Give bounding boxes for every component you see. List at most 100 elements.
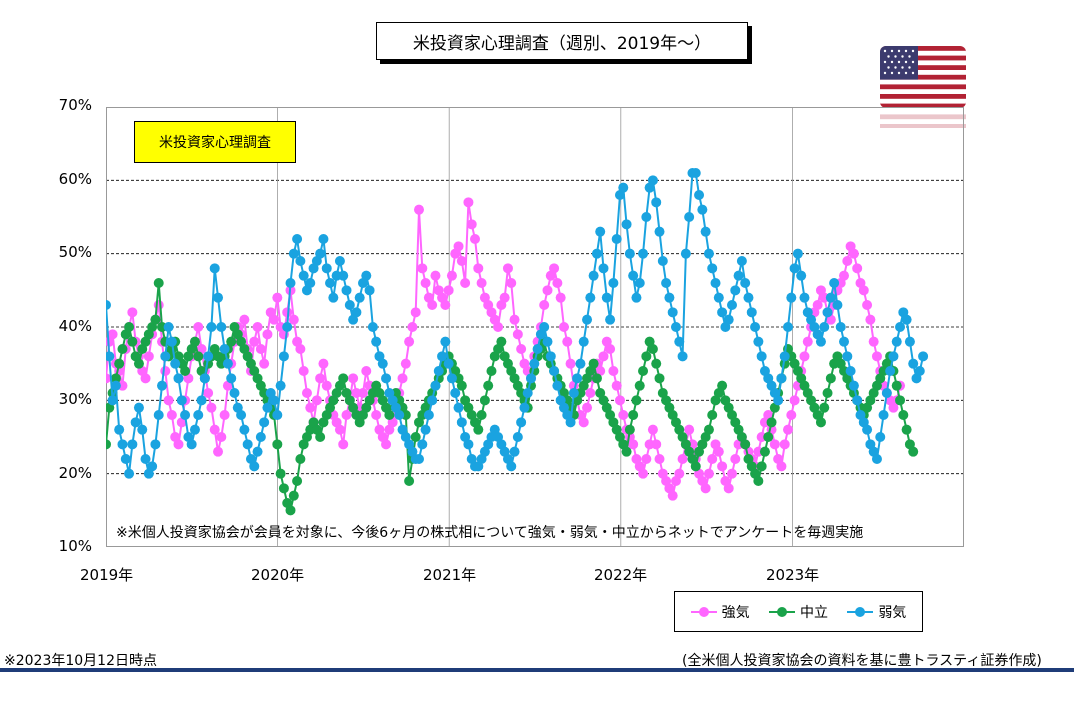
series-point-1 [153, 300, 164, 310]
series-point-1 [549, 263, 560, 274]
legend-swatch-icon [690, 606, 717, 617]
series-point-1 [338, 439, 349, 450]
series-point-3 [624, 248, 635, 259]
series-point-3 [885, 366, 896, 376]
series-point-2 [226, 336, 237, 347]
y-tick-label: 60% [58, 170, 92, 188]
series-point-3 [275, 380, 286, 391]
series-point-3 [140, 454, 151, 464]
series-point-2 [763, 432, 774, 442]
series-point-3 [367, 322, 378, 332]
legend-label: 強気 [721, 604, 750, 621]
series-point-3 [750, 322, 761, 332]
series-point-1 [786, 410, 797, 420]
series-point-3 [137, 424, 148, 435]
series-point-1 [730, 454, 741, 464]
series-point-1 [143, 351, 154, 362]
series-point-2 [621, 446, 632, 457]
series-point-3 [427, 395, 438, 406]
series-point-1 [311, 395, 322, 406]
series-point-3 [236, 410, 247, 420]
series-point-3 [305, 278, 316, 288]
series-point-1 [839, 270, 850, 281]
series-point-1 [776, 461, 787, 472]
series-point-3 [334, 256, 345, 266]
series-point-2 [285, 505, 296, 516]
series-point-3 [661, 278, 672, 288]
series-point-2 [496, 336, 507, 347]
series-point-3 [114, 424, 125, 435]
series-point-3 [206, 322, 217, 332]
series-point-1 [598, 351, 609, 362]
series-point-3 [186, 439, 197, 450]
series-point-3 [344, 300, 355, 310]
legend: 強気 中立 弱気 [674, 591, 923, 632]
series-point-3 [377, 358, 388, 369]
series-point-3 [222, 358, 233, 369]
legend-swatch-icon [768, 606, 795, 617]
series-point-3 [878, 410, 889, 420]
series-point-1 [460, 278, 471, 288]
series-point-3 [918, 351, 929, 362]
series-point-1 [585, 388, 596, 398]
series-point-3 [512, 432, 523, 442]
series-point-2 [825, 373, 836, 384]
series-point-3 [835, 322, 846, 332]
series-point-3 [110, 380, 121, 391]
series-point-3 [364, 285, 375, 296]
series-point-3 [176, 395, 187, 406]
series-point-1 [106, 373, 111, 384]
series-point-3 [456, 417, 467, 428]
series-point-3 [163, 322, 174, 332]
series-point-3 [832, 300, 843, 310]
series-point-3 [130, 417, 141, 428]
series-point-3 [229, 388, 240, 398]
series-point-3 [124, 468, 135, 479]
series-point-3 [703, 248, 714, 259]
series-point-1 [578, 417, 589, 428]
series-point-3 [852, 395, 863, 406]
y-tick-label: 50% [58, 243, 92, 261]
series-point-1 [700, 483, 711, 494]
series-point-3 [328, 292, 339, 303]
series-point-3 [618, 182, 629, 193]
series-point-3 [842, 351, 853, 362]
series-point-1 [166, 410, 177, 420]
series-point-2 [631, 395, 642, 406]
series-point-1 [628, 439, 639, 450]
series-point-3 [430, 380, 441, 391]
series-point-1 [558, 322, 569, 332]
survey-note: ※米個人投資家協会が会員を対象に、今後6ヶ月の株式相について強気・弱気・中立から… [116, 525, 864, 541]
series-point-3 [216, 322, 227, 332]
series-point-1 [605, 344, 616, 354]
series-point-3 [549, 366, 560, 376]
series-point-2 [647, 344, 658, 354]
series-point-3 [598, 263, 609, 274]
us-flag-icon [880, 46, 966, 108]
series-point-3 [792, 248, 803, 259]
series-point-3 [539, 322, 550, 332]
series-point-3 [542, 336, 553, 347]
series-point-1 [667, 490, 678, 501]
series-point-2 [641, 351, 652, 362]
series-point-2 [193, 351, 204, 362]
y-tick-label: 10% [58, 537, 92, 555]
inner-chart-label: 米投資家心理調査 [134, 121, 296, 163]
series-point-2 [624, 424, 635, 435]
series-point-3 [638, 248, 649, 259]
series-point-1 [440, 300, 451, 310]
series-point-2 [759, 446, 770, 457]
series-point-3 [677, 351, 688, 362]
series-point-1 [466, 219, 477, 230]
x-tick-label: 2021年 [423, 566, 477, 584]
series-point-2 [288, 490, 299, 501]
series-point-3 [450, 388, 461, 398]
series-point-1 [674, 468, 685, 479]
series-point-3 [420, 424, 431, 435]
y-tick-label: 20% [58, 464, 92, 482]
series-point-1 [404, 336, 415, 347]
series-point-3 [252, 446, 263, 457]
series-point-3 [219, 344, 230, 354]
series-point-3 [526, 373, 537, 384]
series-point-1 [321, 380, 332, 391]
